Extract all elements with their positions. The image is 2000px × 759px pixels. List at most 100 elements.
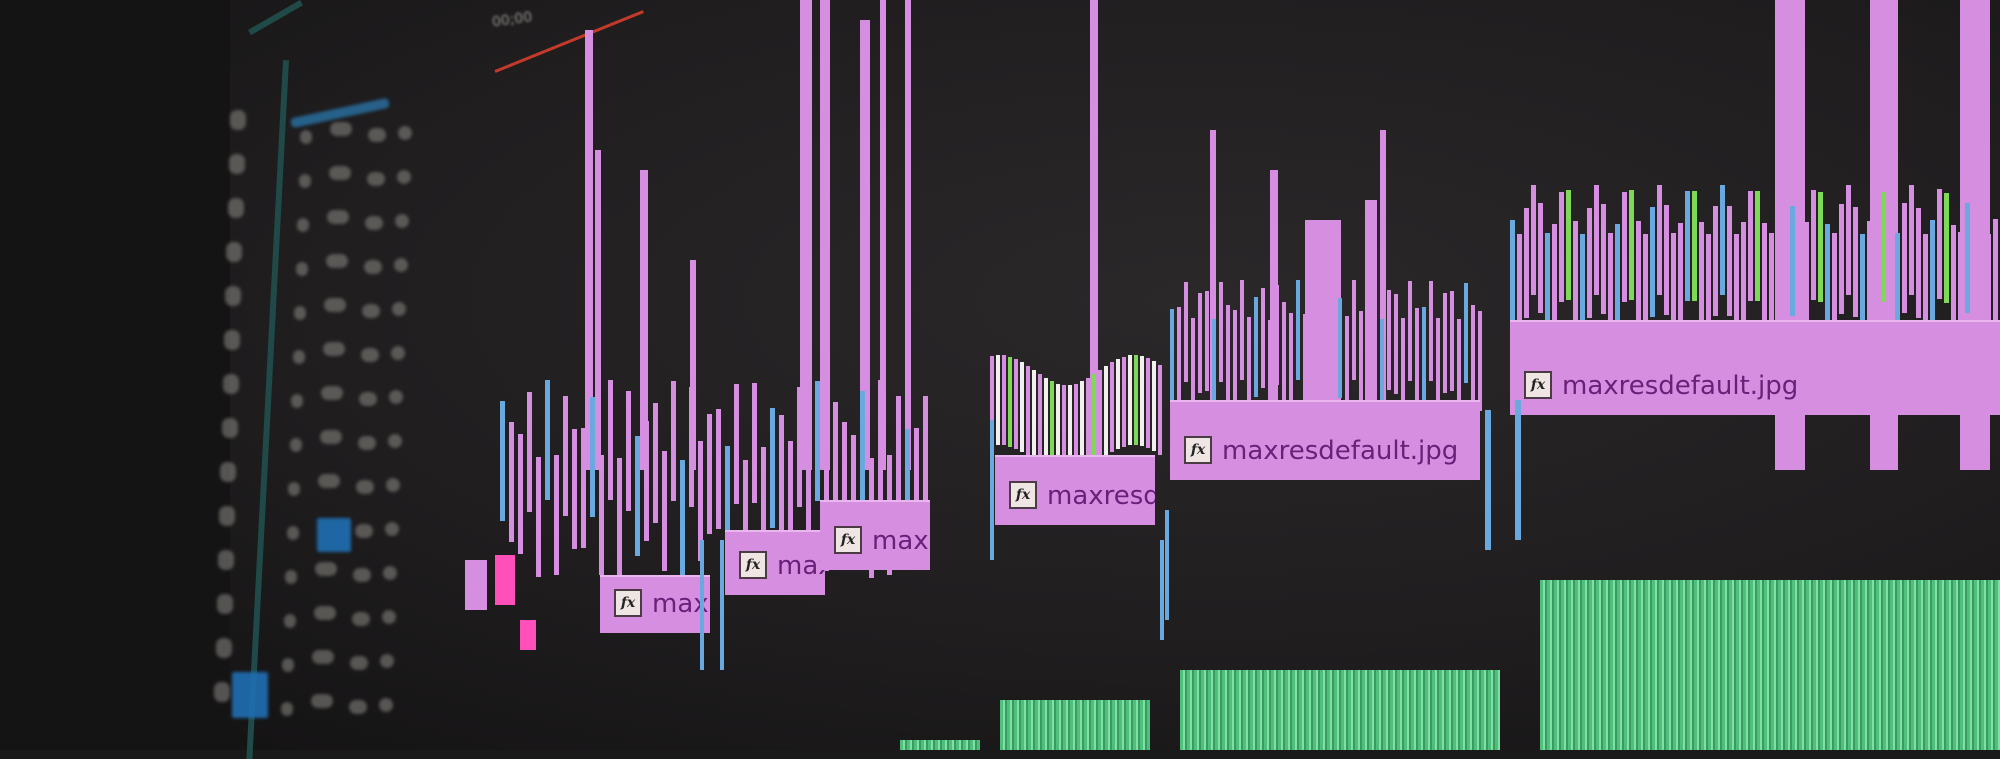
clip-segment[interactable] [1394, 294, 1398, 395]
clip-segment[interactable] [752, 383, 757, 504]
clip-segment[interactable] [1044, 378, 1048, 469]
clip-segment[interactable] [833, 401, 838, 522]
clip-segment[interactable] [1068, 384, 1072, 475]
video-clip[interactable]: fx maxresdefault.jpg [1170, 400, 1480, 480]
track-target-toggle[interactable] [322, 342, 345, 356]
clip-segment[interactable] [500, 401, 505, 522]
track-target-toggle[interactable] [310, 694, 333, 708]
clip-segment[interactable] [1152, 361, 1156, 452]
clip-segment[interactable] [509, 422, 514, 543]
clip-segment[interactable] [1804, 221, 1809, 332]
clip-segment[interactable] [1839, 204, 1844, 315]
clip-segment[interactable] [1170, 308, 1174, 409]
clip-segment[interactable] [851, 434, 856, 555]
clip-segment[interactable] [662, 450, 667, 571]
clip-segment[interactable] [1832, 232, 1837, 343]
audio-clip[interactable] [900, 740, 980, 750]
lock-icon[interactable] [283, 614, 296, 628]
eye-icon[interactable] [392, 302, 406, 316]
clip-segment[interactable] [1706, 233, 1711, 344]
video-clip[interactable]: fxmaxt [725, 530, 825, 595]
clip-segment[interactable] [905, 428, 910, 549]
clip-segment[interactable] [1524, 208, 1529, 319]
clip-segment[interactable] [465, 560, 487, 610]
tool-icon[interactable] [225, 286, 242, 306]
clip-segment[interactable] [1615, 223, 1620, 334]
clip-segment[interactable] [1860, 234, 1865, 345]
clip-segment[interactable] [1387, 290, 1391, 391]
clip-segment[interactable] [1608, 232, 1613, 343]
clip-segment[interactable] [1580, 234, 1585, 345]
eye-icon[interactable] [387, 434, 402, 448]
tool-icon[interactable] [215, 638, 232, 658]
clip-segment[interactable] [800, 0, 812, 470]
clip-segment[interactable] [1678, 223, 1683, 334]
clip-segment[interactable] [1552, 224, 1557, 335]
clip-segment[interactable] [815, 381, 820, 502]
tool-icon[interactable] [230, 110, 246, 130]
clip-segment[interactable] [1002, 355, 1006, 446]
clip-segment[interactable] [1352, 280, 1356, 381]
clip-segment[interactable] [1713, 205, 1718, 316]
clip-segment[interactable] [1014, 358, 1018, 449]
clip-segment[interactable] [779, 415, 784, 536]
clip-segment[interactable] [1769, 233, 1774, 344]
lock-icon[interactable] [286, 526, 299, 540]
clip-segment[interactable] [1867, 220, 1872, 331]
clip-segment[interactable] [820, 0, 830, 470]
audio-clip[interactable] [1000, 700, 1150, 750]
clip-segment[interactable] [761, 446, 766, 567]
toggle-output-icon[interactable] [354, 524, 373, 538]
tool-icon[interactable] [219, 506, 236, 526]
clip-segment[interactable] [860, 391, 865, 512]
tool-icon[interactable] [221, 418, 238, 438]
clip-segment[interactable] [880, 0, 886, 470]
toggle-output-icon[interactable] [348, 700, 367, 714]
lock-icon[interactable] [282, 658, 294, 672]
lock-icon[interactable] [291, 394, 303, 408]
clip-segment[interactable] [1310, 300, 1314, 401]
clip-segment[interactable] [689, 386, 694, 507]
clip-segment[interactable] [1671, 233, 1676, 344]
lock-icon[interactable] [298, 174, 311, 188]
clip-segment[interactable] [1177, 307, 1181, 408]
lock-icon[interactable] [285, 570, 297, 584]
eye-icon[interactable] [386, 478, 400, 492]
clip-segment[interactable] [1296, 280, 1300, 380]
clip-segment[interactable] [707, 414, 712, 535]
clip-segment[interactable] [1191, 318, 1195, 419]
clip-segment[interactable] [842, 422, 847, 543]
clip-segment[interactable] [1478, 310, 1482, 411]
clip-segment[interactable] [1270, 170, 1278, 470]
clip-segment[interactable] [1587, 207, 1592, 318]
clip-segment[interactable] [923, 396, 928, 517]
clip-segment[interactable] [1958, 232, 1963, 343]
toggle-output-icon[interactable] [365, 216, 383, 230]
clip-segment[interactable] [518, 434, 523, 555]
clip-segment[interactable] [1783, 185, 1788, 295]
lock-icon[interactable] [297, 218, 309, 232]
track-target-toggle[interactable] [315, 562, 337, 576]
audio-clip[interactable] [1180, 670, 1500, 750]
clip-segment[interactable] [1888, 224, 1893, 335]
toggle-output-icon[interactable] [360, 348, 379, 362]
eye-icon[interactable] [396, 170, 411, 184]
clip-segment[interactable] [896, 395, 901, 516]
clip-segment[interactable] [1074, 383, 1078, 474]
eye-icon[interactable] [383, 566, 397, 580]
clip-segment[interactable] [1050, 381, 1054, 472]
track-target-toggle[interactable] [325, 254, 348, 268]
clip-segment[interactable] [806, 459, 811, 580]
toggle-output-icon[interactable] [368, 128, 386, 142]
clip-segment[interactable] [1545, 232, 1550, 343]
clip-segment[interactable] [1972, 185, 1977, 296]
clip-segment[interactable] [1916, 208, 1921, 319]
clip-segment[interactable] [725, 446, 730, 566]
clip-segment[interactable] [653, 402, 658, 523]
clip-segment[interactable] [1450, 290, 1454, 391]
clip-segment[interactable] [1510, 219, 1515, 330]
clip-segment[interactable] [1026, 365, 1030, 456]
clip-segment[interactable] [1008, 356, 1012, 447]
clip-segment[interactable] [590, 396, 595, 517]
clip-segment[interactable] [1366, 303, 1370, 404]
